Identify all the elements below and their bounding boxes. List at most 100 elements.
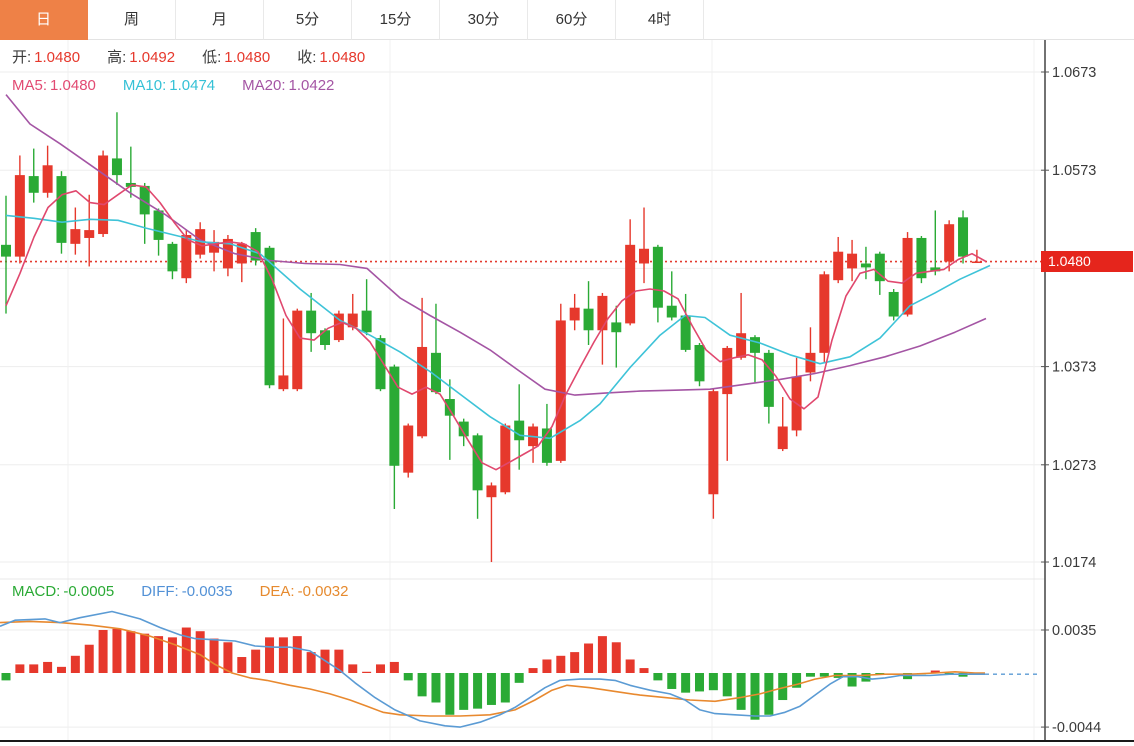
tab-timeframe-4[interactable]: 15分 [352,0,440,40]
ma-legend: MA5: 1.0480 MA10: 1.0474 MA20: 1.0422 [12,77,334,94]
candle-body [417,346,428,437]
ohlc-item-2: 低: 1.0480 [202,46,270,67]
macd-bar [56,666,66,673]
macd-bar [306,652,316,673]
tab-timeframe-0[interactable]: 日 [0,0,88,40]
candle-body [222,238,233,269]
candle-body [139,185,150,215]
gridlines [0,40,1045,741]
macd-bar [362,671,372,673]
macd-bar [597,636,607,673]
macd-bar [348,664,358,673]
macd-bar [140,633,150,673]
candle-body [860,263,871,268]
ohlc-label-1: 高: [107,49,127,66]
macd-bar [334,649,344,673]
macd-bar [625,659,635,673]
tab-timeframe-3[interactable]: 5分 [264,0,352,40]
macd-bar [181,627,191,673]
macd-bar [265,637,275,673]
macd-bar [708,673,718,691]
macd-bar [792,673,802,688]
candle-body [500,425,511,493]
candle-body [181,235,192,279]
candle-body [569,307,580,321]
candle-body [680,315,691,350]
macd-bar [431,673,441,703]
candle-body [971,261,982,264]
candle-body [652,246,663,308]
candle-body [430,352,441,393]
macd-label-0: MACD: [12,583,61,600]
candles [1,112,982,563]
ohlc-label-3: 收: [297,49,317,66]
ma-item-1: MA10: 1.0474 [123,77,215,94]
candle-body [625,244,636,324]
tab-timeframe-2[interactable]: 月 [176,0,264,40]
macd-bar [29,664,39,673]
tab-timeframe-6[interactable]: 60分 [528,0,616,40]
candle-body [639,248,650,264]
macd-bar [292,636,302,673]
macd-legend: MACD: -0.0005 DIFF: -0.0035 DEA: -0.0032 [12,583,348,600]
candle-body [347,313,358,328]
ma-label-1: MA10: [122,77,167,94]
candle-body [444,399,455,416]
candle-body [153,210,164,240]
ohlc-value-2: 1.0480 [224,49,271,66]
candle-body [111,158,122,176]
macd-bar [584,643,594,673]
candle-body [472,435,483,491]
macd-item-2: DEA: -0.0032 [260,583,349,600]
candle-body [777,426,788,450]
candle-body [888,291,899,317]
candle-body [1,244,11,257]
macd-bar [375,664,385,673]
candle-body [583,308,594,331]
candle-body [916,237,927,279]
macd-bar [1,673,11,681]
candle-body [847,253,858,269]
tab-timeframe-7[interactable]: 4时 [616,0,704,40]
ma-label-2: MA20: [242,77,286,94]
ma5-line [5,184,987,471]
candle-body [736,333,747,358]
macd-bar [695,673,704,692]
macd-bar [84,644,94,673]
macd-bar [473,673,483,709]
macd-bar [639,668,649,673]
macd-bar [417,673,427,697]
timeframe-tabbar: 日周月 5分 15分 30分 60分 4时 [0,0,1134,40]
candle-body [874,253,885,282]
ohlc-item-3: 收: 1.0480 [297,46,365,67]
candle-body [930,267,941,272]
ohlc-value-3: 1.0480 [319,49,366,66]
dea-line [0,620,985,717]
tab-timeframe-1[interactable]: 周 [88,0,176,40]
candle-body [28,176,39,193]
price-axis-label-2: 1.0373 [1052,360,1096,376]
macd-bar [154,636,164,673]
current-price-tag: 1.0480 [1041,251,1133,272]
macd-bar [847,673,857,687]
ma-item-2: MA20: 1.0422 [242,77,334,94]
macd-item-0: MACD: -0.0005 [12,583,114,600]
macd-bar [112,628,122,673]
ma-item-0: MA5: 1.0480 [12,77,96,94]
candle-body [84,230,95,238]
ohlc-label-0: 开: [12,49,32,66]
macd-bar [722,673,732,697]
candle-body [98,155,109,235]
ohlc-legend: 开: 1.0480 高: 1.0492 低: 1.0480 收: 1.0480 [12,46,365,67]
candle-body [333,313,344,341]
macd-label-2: DEA: [259,583,295,600]
macd-bar [736,673,746,710]
macd-histogram [1,627,982,720]
candle-body [611,322,622,333]
candle-body [389,366,400,466]
tab-timeframe-5[interactable]: 30分 [440,0,528,40]
ohlc-value-0: 1.0480 [34,49,81,66]
macd-bar [167,637,177,673]
